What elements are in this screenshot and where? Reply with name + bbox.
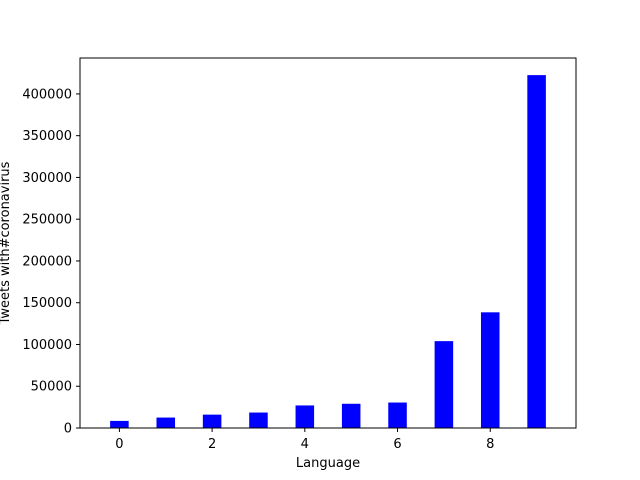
x-tick-label: 0 [115, 437, 123, 452]
bar-6 [388, 402, 407, 428]
bars-group [110, 75, 546, 429]
x-tick-label: 6 [393, 437, 401, 452]
y-tick-label: 400000 [22, 87, 72, 102]
y-axis-label: Tweets with#coronavirus [0, 161, 13, 325]
y-tick-label: 0 [64, 422, 72, 437]
x-axis: 0 2 4 6 8 [115, 428, 494, 452]
y-axis: 0 50000 100000 150000 200000 250000 300000 3500… [22, 87, 80, 437]
bar-5 [341, 403, 361, 428]
bar-3 [249, 412, 268, 428]
y-tick-label: 150000 [22, 296, 72, 311]
y-tick-label: 100000 [22, 338, 72, 353]
bar-7 [434, 341, 454, 428]
bar-2 [202, 414, 222, 428]
y-tick-label: 350000 [22, 129, 72, 144]
bar-1 [156, 417, 176, 428]
x-tick-label: 8 [486, 437, 494, 452]
bar-0 [110, 420, 129, 428]
y-tick-label: 200000 [22, 254, 72, 269]
y-tick-label: 250000 [22, 213, 72, 228]
x-tick-label: 4 [301, 437, 309, 452]
y-tick-label: 50000 [31, 380, 72, 395]
bar-8 [480, 312, 500, 428]
x-axis-label: Language [296, 456, 360, 471]
bar-9 [527, 75, 546, 429]
x-tick-label: 2 [208, 437, 216, 452]
bar-4 [295, 405, 315, 428]
plot-frame [79, 57, 577, 429]
y-tick-label: 300000 [22, 171, 72, 186]
